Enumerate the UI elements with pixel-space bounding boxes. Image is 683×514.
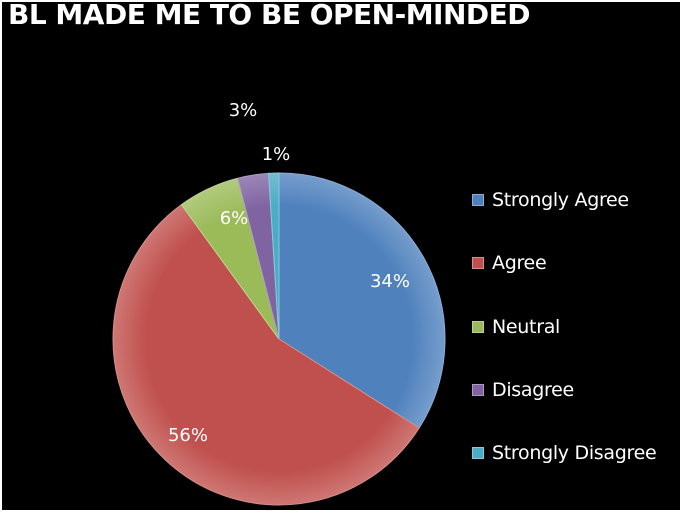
chart-legend: Strongly Agree Agree Neutral Disagree St… bbox=[472, 185, 680, 475]
legend-item-disagree: Disagree bbox=[472, 375, 574, 405]
legend-item-strongly-disagree: Strongly Disagree bbox=[472, 438, 657, 468]
legend-label-strongly-disagree: Strongly Disagree bbox=[492, 442, 657, 464]
legend-swatch-strongly-agree bbox=[472, 194, 484, 206]
pie-slice-strongly-agree bbox=[278, 172, 446, 429]
legend-item-neutral: Neutral bbox=[472, 312, 560, 342]
data-label-disagree: 3% bbox=[229, 100, 258, 121]
legend-item-strongly-agree: Strongly Agree bbox=[472, 185, 629, 215]
data-label-neutral: 6% bbox=[220, 208, 249, 229]
pie-slice-strongly-disagree bbox=[268, 172, 280, 340]
legend-label-agree: Agree bbox=[492, 252, 547, 274]
legend-swatch-neutral bbox=[472, 321, 484, 333]
legend-swatch-agree bbox=[472, 257, 484, 269]
legend-label-disagree: Disagree bbox=[492, 379, 574, 401]
legend-label-strongly-agree: Strongly Agree bbox=[492, 189, 629, 211]
legend-item-agree: Agree bbox=[472, 248, 547, 278]
data-label-strongly-disagree: 1% bbox=[262, 144, 291, 165]
data-label-strongly-agree: 34% bbox=[370, 271, 410, 292]
legend-label-neutral: Neutral bbox=[492, 316, 561, 338]
data-label-agree: 56% bbox=[168, 425, 208, 446]
legend-swatch-disagree bbox=[472, 384, 484, 396]
chart-title: BL MADE ME TO BE OPEN-MINDED bbox=[8, 2, 531, 31]
legend-swatch-strongly-disagree bbox=[472, 447, 484, 459]
pie-slice-agree bbox=[112, 204, 420, 506]
